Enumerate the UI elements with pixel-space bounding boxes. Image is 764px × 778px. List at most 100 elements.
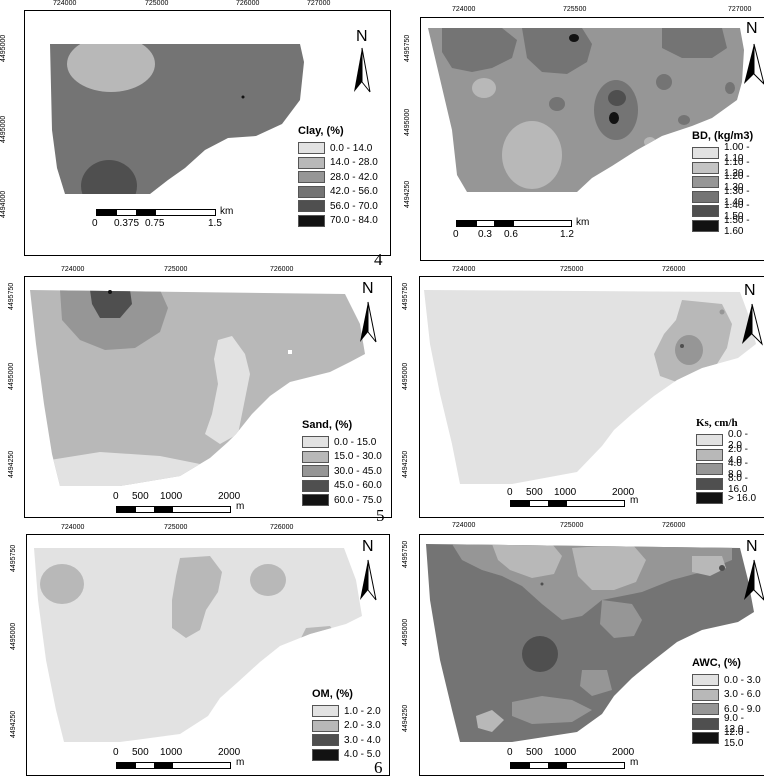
page-number: 4	[374, 250, 383, 269]
bd-map-panel: 724000 725500 727000 4495750 4495000 449…	[392, 0, 764, 262]
scale-unit: m	[236, 501, 245, 512]
scale-label: 0.3	[478, 229, 492, 240]
legend-item: 4.0 - 5.0	[312, 748, 381, 763]
clay-map	[50, 44, 304, 194]
zone-9-12	[522, 636, 558, 672]
top-tick: 725000	[560, 266, 584, 273]
legend-item: 14.0 - 28.0	[298, 156, 378, 171]
scale-bar: 0 0.375 0.75 1.5 km	[92, 206, 233, 229]
legend-item: 0.0 - 2.0	[696, 429, 764, 451]
top-tick: 726000	[662, 522, 686, 529]
scale-label: 500	[526, 747, 543, 758]
legend-title: AWC, (%)	[692, 657, 741, 669]
legend-item: 0.0 - 15.0	[302, 435, 382, 450]
legend-item: 1.40 - 1.50	[692, 200, 764, 222]
legend-item: 15.0 - 30.0	[302, 450, 382, 465]
scale-label: 1000	[554, 487, 577, 498]
ks-map-panel: 724000 725000 726000 4495750 4495000 449…	[392, 264, 764, 518]
scale-unit: km	[220, 206, 234, 217]
legend-item: 1.10 - 1.20	[692, 157, 764, 179]
legend-item: 0.0 - 3.0	[692, 673, 764, 688]
awc-map-panel: 724000 725000 726000 4495750 4495000 449…	[392, 520, 764, 778]
zone-4	[594, 80, 638, 140]
legend-item: > 16.0	[696, 491, 764, 506]
legend-title: Clay, (%)	[298, 125, 344, 137]
zone-high	[81, 160, 137, 194]
legend-item: 1.0 - 2.0	[312, 704, 381, 719]
awc-map	[426, 544, 754, 742]
north-arrow-icon	[354, 47, 371, 93]
legend-item: 60.0 - 75.0	[302, 493, 382, 508]
legend-item: 1.50 - 1.60	[692, 215, 764, 237]
scale-label: 500	[132, 747, 149, 758]
om-map	[34, 548, 362, 742]
north-arrow-icon	[744, 43, 764, 85]
top-tick: 725000	[164, 524, 188, 531]
north-arrow: N	[356, 538, 386, 610]
north-label: N	[362, 538, 374, 555]
ks-map	[424, 290, 756, 484]
zone-5	[549, 97, 565, 111]
top-tick: 727000	[728, 6, 752, 13]
legend-item: 9.0 - 12.0	[692, 713, 764, 735]
north-arrow: N	[740, 20, 764, 92]
zone-6	[472, 78, 496, 98]
legend-item: 12.0 - 15.0	[692, 727, 764, 749]
north-arrow: N	[356, 280, 386, 352]
north-arrow-icon	[744, 559, 764, 601]
top-tick: 726000	[662, 266, 686, 273]
scale-label: 500	[526, 487, 543, 498]
north-arrow: N	[350, 28, 380, 100]
north-arrow: N	[740, 538, 764, 610]
north-label: N	[746, 20, 758, 37]
scale-label: 2000	[612, 747, 635, 758]
scale-label: 1.5	[208, 218, 222, 229]
legend-item: 45.0 - 60.0	[302, 479, 382, 494]
legend-item: 0.0 - 14.0	[298, 141, 378, 156]
top-tick: 726000	[270, 524, 294, 531]
page-number: 5	[376, 506, 385, 525]
legend-item: 30.0 - 45.0	[302, 464, 382, 479]
scale-bar: 0 0.3 0.6 1.2 km	[453, 217, 589, 240]
zone-4-8	[675, 335, 703, 365]
north-arrow-icon	[742, 303, 763, 346]
legend-title: BD, (kg/m3)	[692, 130, 754, 142]
clay-map-panel: 724000 725000 726000 727000 4495000 4495…	[0, 0, 392, 262]
north-label: N	[362, 280, 374, 297]
zone-30-45	[60, 290, 168, 350]
legend-item: 2.0 - 4.0	[696, 444, 764, 466]
scale-label: 0.375	[114, 218, 140, 229]
legend: BD, (kg/m3) 1.00 - 1.10 1.10 - 1.20 1.20…	[692, 130, 764, 237]
om-map-panel: 724000 725000 726000 4495750 4495000 449…	[0, 520, 392, 778]
scale-label: 1000	[554, 747, 577, 758]
legend-title: Sand, (%)	[302, 419, 353, 431]
scale-label: 1000	[160, 491, 183, 502]
scale-bar: 0 500 1000 2000 m	[507, 747, 638, 769]
legend-item: 1.00 - 1.10	[692, 142, 764, 164]
scale-unit: m	[630, 757, 639, 768]
scale-label: 0	[113, 491, 119, 502]
top-tick: 726000	[270, 266, 294, 273]
scale-unit: m	[236, 757, 245, 768]
north-arrow-icon	[360, 301, 377, 343]
top-tick: 727000	[307, 0, 331, 7]
legend-item: 2.0 - 3.0	[312, 719, 381, 734]
scale-label: 1000	[160, 747, 183, 758]
page-number: 6	[374, 758, 383, 777]
top-tick: 725000	[145, 0, 169, 7]
top-tick: 724000	[452, 266, 476, 273]
legend: Ks, cm/h 0.0 - 2.0 2.0 - 4.0 4.0 - 8.0 8…	[696, 417, 764, 506]
zone-2-3	[40, 564, 84, 604]
top-tick: 725500	[563, 6, 587, 13]
scale-label: 0.6	[504, 229, 518, 240]
legend: Sand, (%) 0.0 - 15.0 15.0 - 30.0 30.0 - …	[302, 419, 382, 508]
north-arrow: N	[738, 282, 764, 354]
top-tick: 724000	[61, 524, 85, 531]
sand-map-panel: 724000 725000 726000 4495750 4495000 449…	[0, 264, 392, 518]
scale-unit: m	[630, 495, 639, 506]
top-tick: 724000	[452, 522, 476, 529]
zone-0-15	[205, 336, 250, 444]
scale-label: 0	[507, 747, 513, 758]
scale-label: 1.2	[560, 229, 574, 240]
top-tick: 724000	[452, 6, 476, 13]
